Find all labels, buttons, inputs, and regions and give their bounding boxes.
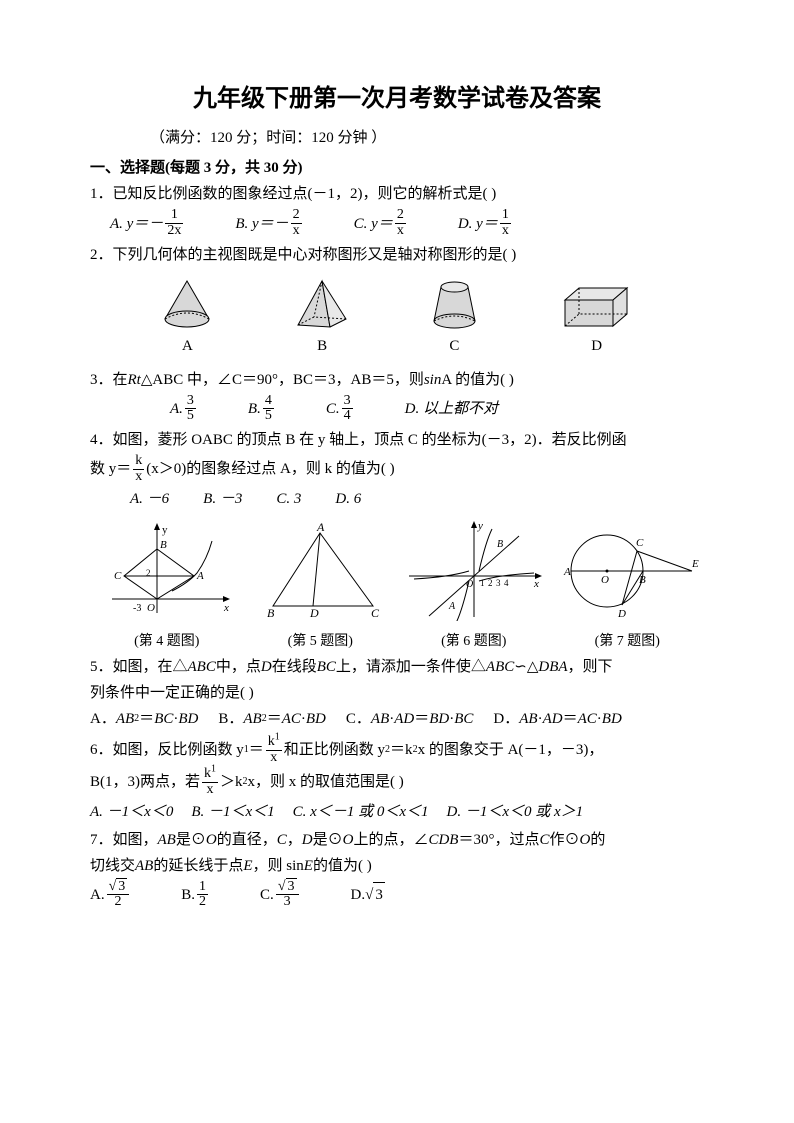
q2-stem: 2．下列几何体的主视图既是中心对称图形又是轴对称图形的是( ) (90, 243, 704, 267)
q3-opt-d: D. 以上都不对 (405, 394, 498, 424)
q5-opt-c: C．AB·AD＝BD·BC (346, 707, 474, 731)
svg-text:1: 1 (480, 578, 485, 588)
svg-text:O: O (466, 579, 473, 590)
q4-opt-d: D. 6 (335, 487, 361, 511)
svg-text:A: A (563, 566, 571, 578)
svg-text:C: C (114, 570, 122, 582)
q3-stem: 3．在 Rt △ABC 中，∠C＝90°，BC＝3，AB＝5，则 sin A 的… (90, 368, 704, 392)
svg-text:x: x (223, 602, 229, 614)
q5-line2: 列条件中一定正确的是( ) (90, 681, 704, 705)
svg-text:B: B (639, 574, 646, 586)
svg-text:-3: -3 (133, 603, 141, 614)
fig4-svg: y x -3 O C A B 2 (102, 521, 232, 621)
frustum-icon (427, 277, 482, 332)
svg-text:E: E (691, 558, 699, 570)
q7-opt-c: C.33 (260, 880, 300, 910)
fig5-svg: A B D C (255, 521, 385, 621)
page-title: 九年级下册第一次月考数学试卷及答案 (90, 80, 704, 118)
q1-stem: 1．已知反比例函数的图象经过点(－1，2)，则它的解析式是( ) (90, 182, 704, 206)
q6-line1: 6．如图，反比例函数 y1＝ k1x 和正比例函数 y2＝k2x 的图象交于 A… (90, 735, 704, 765)
section-heading: 一、选择题(每题 3 分，共 30 分) (90, 156, 704, 180)
svg-text:2: 2 (146, 568, 151, 578)
q7-opt-a: A.32 (90, 880, 131, 910)
q7-line2: 切线交 AB 的延长线于点 E，则 sinE 的值为( ) (90, 854, 704, 878)
svg-text:C: C (371, 606, 380, 620)
pyramid-icon (292, 277, 352, 332)
q5-options: A．AB2＝BC·BD B．AB2＝AC·BD C．AB·AD＝BD·BC D．… (90, 707, 704, 731)
q6-opt-a: A. －1＜x＜0 (90, 800, 173, 824)
q6-opt-b: B. －1＜x＜1 (191, 800, 274, 824)
q5-line1: 5．如图，在△ABC 中，点 D 在线段 BC 上，请添加一条件使△ABC∽△D… (90, 655, 704, 679)
svg-text:A: A (316, 521, 325, 534)
fig5: A B D C (第 5 题图) (244, 521, 398, 653)
svg-text:3: 3 (496, 578, 501, 588)
svg-text:B: B (267, 606, 275, 620)
fig4: yx -3O CA B 2 (第 4 题图) (90, 521, 244, 653)
q5-opt-a: A．AB2＝BC·BD (90, 707, 198, 731)
svg-text:2: 2 (488, 578, 493, 588)
svg-text:O: O (147, 602, 155, 614)
svg-text:O: O (601, 574, 609, 586)
q2-shapes: A B C D (120, 277, 674, 358)
q3-opt-a: A.35 (170, 394, 198, 424)
q6-opt-d: D. －1＜x＜0 或 x＞1 (446, 800, 583, 824)
svg-text:D: D (309, 606, 319, 620)
q6-line2: B(1，3)两点，若 k1x ＞k2x，则 x 的取值范围是( ) (90, 767, 704, 797)
cuboid-icon (557, 282, 637, 332)
q4-line2: 数 y＝ kx (x＞0)的图象经过点 A，则 k 的值为( ) (90, 454, 704, 484)
pyramid-shape: B (292, 277, 352, 358)
q1-opt-c: C. y＝ 2x (354, 208, 408, 238)
svg-text:y: y (477, 521, 483, 532)
svg-text:C: C (636, 537, 644, 549)
svg-text:y: y (162, 524, 168, 536)
svg-text:4: 4 (504, 578, 509, 588)
figure-row: yx -3O CA B 2 (第 4 题图) A B D C (第 5 题图) … (90, 521, 704, 653)
q4-opt-b: B. －3 (203, 487, 242, 511)
q7-opt-d: D.3 (351, 880, 385, 910)
svg-text:x: x (533, 578, 539, 590)
cone-shape: A (157, 277, 217, 358)
svg-text:A: A (448, 601, 456, 612)
fig6-svg: y x O 1234 B A (404, 521, 544, 621)
subtitle: （满分：120 分；时间：120 分钟 ） (90, 126, 704, 150)
q7-opt-b: B.12 (181, 880, 210, 910)
cuboid-shape: D (557, 282, 637, 358)
svg-text:B: B (497, 539, 503, 550)
svg-text:B: B (160, 539, 167, 551)
q4-line1: 4．如图，菱形 OABC 的顶点 B 在 y 轴上，顶点 C 的坐标为(－3，2… (90, 428, 704, 452)
q5-opt-b: B．AB2＝AC·BD (218, 707, 326, 731)
frustum-shape: C (427, 277, 482, 358)
q4-options: A. －6 B. －3 C. 3 D. 6 (130, 487, 704, 511)
svg-text:A: A (196, 570, 204, 582)
fig7-svg: A O B C D E (552, 521, 702, 621)
q1-options: A. y＝－ 12x B. y＝－ 2x C. y＝ 2x D. y＝ 1x (110, 208, 704, 238)
q3-opt-c: C.34 (326, 394, 355, 424)
fig7: A O B C D E (第 7 题图) (551, 521, 705, 653)
svg-text:D: D (617, 608, 626, 620)
q7-line1: 7．如图，AB 是⊙O 的直径，C，D 是⊙O 上的点，∠CDB＝30°，过点 … (90, 828, 704, 852)
fig6: yx O 1234 BA (第 6 题图) (397, 521, 551, 653)
q7-options: A.32 B.12 C.33 D.3 (90, 880, 704, 910)
q3-opt-b: B.45 (248, 394, 276, 424)
q1-opt-d: D. y＝ 1x (458, 208, 513, 238)
q3-options: A.35 B.45 C.34 D. 以上都不对 (170, 394, 704, 424)
q5-opt-d: D．AB·AD＝AC·BD (493, 707, 621, 731)
q1-opt-a: A. y＝－ 12x (110, 208, 185, 238)
q1-opt-b: B. y＝－ 2x (235, 208, 303, 238)
q4-opt-a: A. －6 (130, 487, 169, 511)
q6-options: A. －1＜x＜0 B. －1＜x＜1 C. x＜－1 或 0＜x＜1 D. －… (90, 800, 704, 824)
cone-icon (157, 277, 217, 332)
q4-opt-c: C. 3 (276, 487, 301, 511)
q6-opt-c: C. x＜－1 或 0＜x＜1 (293, 800, 429, 824)
